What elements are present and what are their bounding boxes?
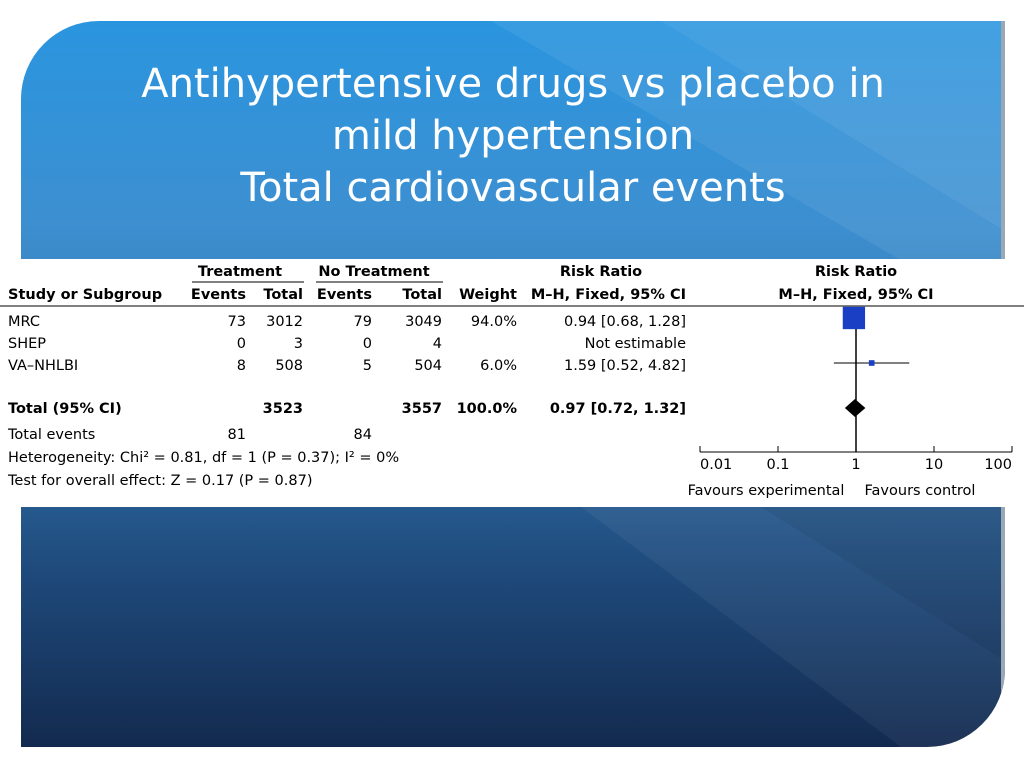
study-name: SHEP: [8, 336, 46, 352]
study-ci: Not estimable: [585, 336, 686, 352]
column-treatment-events: Events: [191, 287, 246, 303]
column-treatment-total: Total: [263, 287, 303, 303]
treatment-events: 73: [228, 314, 246, 330]
total-events-label: Total events: [7, 427, 95, 443]
control-events: 79: [354, 314, 372, 330]
total-label: Total (95% CI): [8, 401, 122, 417]
column-weight: Weight: [459, 287, 517, 303]
control-total: 4: [433, 336, 442, 352]
column-ci: M–H, Fixed, 95% CI: [531, 287, 686, 303]
study-name: MRC: [8, 314, 40, 330]
study-ci: 0.94 [0.68, 1.28]: [564, 314, 686, 330]
overall-effect-text: Test for overall effect: Z = 0.17 (P = 0…: [7, 473, 313, 489]
column-study: Study or Subgroup: [8, 287, 162, 303]
total-control-total: 3557: [402, 401, 442, 417]
column-control-events: Events: [317, 287, 372, 303]
study-row: MRC 73 3012 79 3049 94.0% 0.94 [0.68, 1.…: [8, 314, 686, 330]
x-tick-label: 100: [984, 457, 1012, 473]
title-line-1: Antihypertensive drugs vs placebo in: [141, 61, 885, 107]
study-weight-box: [868, 360, 875, 366]
forest-plot-panel: Treatment No Treatment Risk Ratio Risk R…: [0, 259, 1024, 507]
treatment-events: 0: [237, 336, 246, 352]
heterogeneity-text: Heterogeneity: Chi² = 0.81, df = 1 (P = …: [8, 450, 399, 466]
header-risk-ratio-plot: Risk Ratio: [815, 264, 897, 280]
study-weight: 94.0%: [471, 314, 517, 330]
header-no-treatment: No Treatment: [318, 264, 429, 280]
slide-title: Antihypertensive drugs vs placebo in mil…: [21, 58, 1005, 214]
x-tick-label: 1: [851, 457, 860, 473]
title-line-3: Total cardiovascular events: [240, 165, 786, 211]
treatment-total: 3012: [266, 314, 303, 330]
control-events: 0: [363, 336, 372, 352]
favours-left-label: Favours experimental: [688, 483, 845, 499]
header-risk-ratio-table: Risk Ratio: [560, 264, 642, 280]
control-total: 3049: [405, 314, 442, 330]
study-row: VA–NHLBI 8 508 5 504 6.0% 1.59 [0.52, 4.…: [8, 358, 686, 374]
total-ci: 0.97 [0.72, 1.32]: [550, 401, 686, 417]
total-events-control: 84: [354, 427, 372, 443]
total-weight: 100.0%: [457, 401, 518, 417]
x-tick-label: 0.1: [766, 457, 789, 473]
total-row: Total (95% CI) 3523 3557 100.0% 0.97 [0.…: [8, 401, 686, 417]
study-weight-box: [842, 306, 866, 330]
title-line-2: mild hypertension: [331, 113, 695, 159]
study-name: VA–NHLBI: [8, 358, 78, 374]
header-treatment: Treatment: [198, 264, 282, 280]
study-ci: 1.59 [0.52, 4.82]: [564, 358, 686, 374]
total-treatment-total: 3523: [263, 401, 303, 417]
control-total: 504: [414, 358, 442, 374]
column-plot-ci: M–H, Fixed, 95% CI: [778, 287, 933, 303]
treatment-total: 3: [294, 336, 303, 352]
x-tick-label: 0.01: [700, 457, 732, 473]
pooled-diamond: [844, 399, 866, 417]
column-control-total: Total: [402, 287, 442, 303]
forest-plot: Treatment No Treatment Risk Ratio Risk R…: [0, 264, 1024, 499]
treatment-total: 508: [275, 358, 303, 374]
favours-right-label: Favours control: [865, 483, 976, 499]
treatment-events: 8: [237, 358, 246, 374]
slide-decoration: [491, 21, 1005, 747]
control-events: 5: [363, 358, 372, 374]
study-weight: 6.0%: [480, 358, 517, 374]
total-events-treatment: 81: [228, 427, 246, 443]
study-row: SHEP 0 3 0 4 Not estimable: [8, 336, 686, 352]
x-tick-label: 10: [925, 457, 943, 473]
